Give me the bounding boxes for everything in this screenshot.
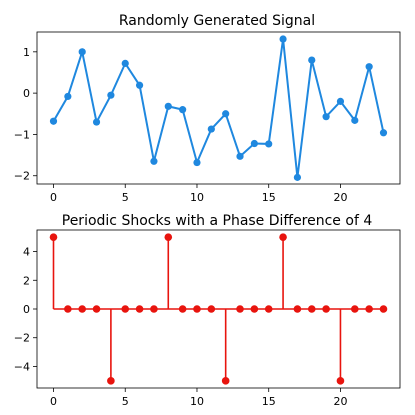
- stem-marker: [193, 305, 201, 313]
- top-xtick-label: 15: [262, 191, 276, 204]
- chart-title-top: Randomly Generated Signal: [119, 13, 315, 29]
- stem-marker: [92, 305, 101, 313]
- stem-marker: [164, 233, 173, 241]
- bottom-ytick-label: −2: [14, 332, 30, 345]
- signal-point: [164, 102, 172, 110]
- signal-point: [179, 106, 187, 114]
- stem-marker: [279, 233, 287, 241]
- stem-marker: [207, 305, 216, 313]
- stem-marker: [379, 305, 388, 313]
- bottom-xtick-label: 15: [262, 395, 276, 408]
- stem-marker: [365, 305, 373, 313]
- signal-point: [250, 139, 258, 148]
- signal-point: [49, 117, 58, 125]
- top-ytick-label: 0: [23, 87, 30, 100]
- signal-point: [365, 63, 373, 71]
- stem-marker: [293, 305, 302, 313]
- signal-point: [336, 97, 345, 105]
- plot-frame-top: [36, 31, 401, 185]
- signal-point: [322, 113, 330, 121]
- bottom-ytick-label: 0: [23, 303, 30, 316]
- stem-marker: [78, 305, 86, 313]
- stem-marker: [121, 305, 130, 313]
- chart-top: Randomly Generated Signal 0 5 10 15 20 −2 −1 0 1: [14, 13, 401, 204]
- bottom-ytick-label: −4: [14, 360, 30, 373]
- bottom-ytick-label: 4: [23, 246, 30, 259]
- stem-marker: [107, 377, 115, 385]
- stem-marker: [178, 305, 187, 313]
- top-xtick-label: 0: [50, 191, 57, 204]
- stem-marker: [221, 377, 230, 385]
- bottom-xtick-label: 20: [333, 395, 347, 408]
- stem-marker: [351, 305, 359, 313]
- stem-marker: [49, 233, 58, 241]
- top-xtick-label: 20: [333, 191, 347, 204]
- chart-title-bottom: Periodic Shocks with a Phase Difference …: [62, 213, 373, 229]
- stem-marker: [236, 305, 244, 313]
- stem-marker: [336, 377, 345, 385]
- stem-marker: [250, 305, 259, 313]
- signal-point: [379, 129, 388, 137]
- signal-point: [279, 35, 287, 43]
- signal-point: [121, 59, 129, 67]
- top-ytick-label: −2: [14, 170, 30, 183]
- bottom-xtick-label: 0: [50, 395, 57, 408]
- signal-point: [265, 140, 273, 148]
- signal-point: [207, 125, 215, 133]
- signal-line: [52, 38, 385, 178]
- signal-point: [293, 173, 302, 181]
- stem-marker: [307, 305, 316, 313]
- signal-point: [64, 92, 72, 101]
- bottom-xtick-label: 10: [190, 395, 204, 408]
- stem-marker: [64, 305, 72, 313]
- signal-point: [107, 91, 115, 99]
- stem-marker: [264, 305, 273, 313]
- top-ytick-label: 1: [23, 46, 30, 59]
- signal-point: [78, 48, 86, 56]
- signal-point: [236, 152, 244, 160]
- signal-point: [308, 56, 316, 64]
- signal-point: [193, 158, 201, 167]
- top-xtick-label: 10: [190, 191, 204, 204]
- stem-marker: [322, 305, 330, 313]
- signal-point: [135, 81, 144, 89]
- chart-bottom: Periodic Shocks with a Phase Difference …: [14, 213, 401, 408]
- top-xtick-label: 5: [122, 191, 129, 204]
- stem-marker: [150, 305, 158, 313]
- signal-point: [150, 157, 158, 165]
- stem-marker: [135, 305, 144, 313]
- bottom-xtick-label: 5: [122, 395, 129, 408]
- bottom-ytick-label: 2: [23, 274, 30, 287]
- signal-point: [92, 118, 101, 126]
- top-ytick-label: −1: [14, 128, 30, 141]
- signal-point: [351, 116, 359, 124]
- signal-point: [222, 110, 230, 118]
